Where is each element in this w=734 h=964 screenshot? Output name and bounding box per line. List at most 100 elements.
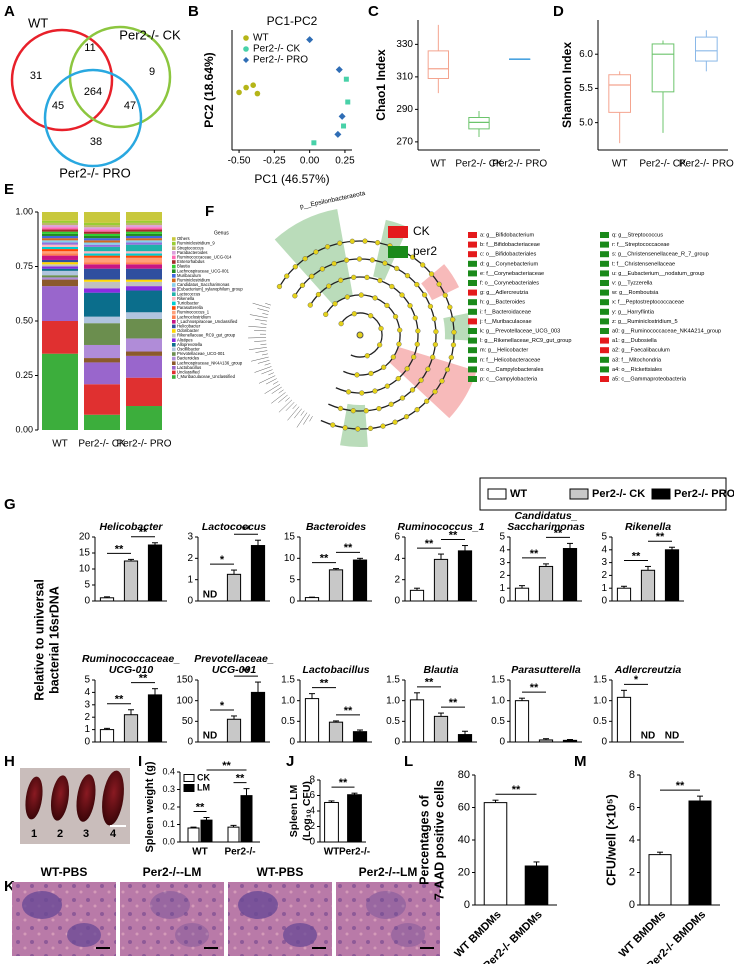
y-tick-label: 5 (499, 532, 505, 543)
sig-label: ** (222, 760, 231, 772)
item-label: s: g__Christensenellaceae_R_7_group (612, 252, 709, 258)
stack-segment (126, 235, 162, 239)
legend-label: Lachnospiraceae_NK4A136_group (177, 360, 243, 365)
panel-letter: L (404, 753, 413, 770)
clade-node (315, 291, 322, 298)
clade-branch (262, 313, 269, 315)
sig-label: ** (339, 777, 348, 789)
stack-segment (126, 406, 162, 430)
stack-segment (42, 233, 78, 236)
point (306, 36, 314, 44)
item-swatch (600, 328, 609, 334)
legend-label: Per2-/- CK (592, 488, 645, 500)
clade-node (284, 273, 290, 279)
sig-label: ** (632, 550, 641, 562)
legend-label: Ruminiclostridium_9 (177, 241, 215, 246)
x-tick-label: Per2-/- (224, 847, 255, 858)
clade-node (447, 304, 453, 310)
legend-swatch (172, 255, 176, 260)
clade-branch (292, 404, 297, 410)
stack-segment (126, 227, 162, 230)
legend-swatch (172, 370, 176, 375)
item-swatch (600, 270, 609, 277)
bar (328, 721, 344, 743)
y-tick-label: 2 (309, 821, 315, 832)
venn-count: 9 (149, 66, 155, 78)
y-tick-label: 20 (458, 866, 470, 878)
clade-branch (303, 414, 310, 425)
stack-segment (84, 288, 120, 293)
point (236, 89, 242, 96)
legend-swatch (172, 343, 176, 347)
sig-label: ** (449, 529, 458, 541)
point (343, 76, 349, 82)
spleen (25, 776, 43, 820)
y-tick-label: 0 (309, 837, 315, 848)
clade-node (450, 342, 457, 348)
value-label: ND (641, 731, 655, 742)
stack-segment (42, 222, 78, 226)
legend-swatch (172, 329, 176, 333)
item-label: m: g__Helicobacter (480, 348, 528, 354)
item-label: a3: f__Mitochondria (612, 357, 662, 363)
legend-swatch (172, 297, 176, 301)
legend-swatch (172, 366, 176, 370)
clade-branch (252, 302, 270, 309)
item-label: g: g__Adlercreutzia (480, 290, 529, 296)
panel-letter: J (286, 753, 294, 770)
y-tick-label: 2 (499, 570, 505, 581)
clade-node (420, 262, 426, 268)
bar (457, 550, 473, 602)
box (468, 117, 490, 130)
stack-segment (126, 238, 162, 241)
stack-segment (84, 257, 120, 263)
item-swatch (468, 251, 477, 258)
legend-swatch (172, 324, 176, 329)
y-tick-label: 0 (499, 737, 505, 748)
clade-node (388, 401, 394, 407)
sig-label: ** (676, 780, 685, 792)
y-tick-label: 5 (289, 574, 295, 585)
y-tick-label: 1.5 (386, 675, 400, 686)
stack-segment (126, 312, 162, 319)
item-label: a2: g__Faecalibaculum (612, 348, 670, 354)
stack-segment (42, 242, 78, 245)
clade-branch (294, 408, 302, 419)
clade-branch (272, 381, 279, 385)
sig-label: ** (530, 682, 539, 694)
stack-segment (42, 231, 78, 234)
item-label: u: g__Eubacterium__nodatum_group (612, 271, 704, 277)
sig-label: ** (449, 697, 458, 709)
legend-swatch (172, 251, 176, 255)
chart-title: Blautia (423, 664, 458, 676)
clade-node (396, 341, 402, 347)
legend-swatch (172, 292, 176, 296)
stack-segment (42, 259, 78, 263)
y-tick-label: 4 (309, 806, 315, 817)
y-tick-label: 0 (464, 899, 470, 911)
y-tick-label: 15 (284, 532, 296, 543)
venn-count: 45 (52, 100, 64, 112)
stack-segment (126, 251, 162, 254)
y-tick-label: 50 (182, 716, 194, 727)
clade-node (414, 407, 420, 413)
y-tick-label: 0.00 (15, 424, 33, 434)
group-label: per2 (413, 244, 437, 258)
item-label: p: c__Campylobacteria (480, 376, 538, 382)
panel-letter: G (4, 496, 16, 513)
chart-title: PC1-PC2 (267, 14, 318, 28)
bar (616, 587, 632, 602)
y-tick-label: 8 (309, 775, 315, 786)
item-label: t: f__Christensenellaceae (612, 261, 675, 267)
item-label: k: g__Prevotellaceae_UCG_003 (480, 328, 560, 334)
clade-branch (248, 347, 267, 350)
stack-segment (126, 355, 162, 378)
sig-label: ** (425, 538, 434, 550)
bar (304, 698, 320, 743)
legend-label: Per2-/- PRO (674, 488, 734, 500)
item-label: a1: g__Dubosiella (612, 338, 658, 344)
legend-swatch (172, 264, 176, 269)
stack-segment (42, 225, 78, 228)
y-axis-label: Shannon Index (560, 42, 574, 128)
clade-node (409, 387, 416, 393)
